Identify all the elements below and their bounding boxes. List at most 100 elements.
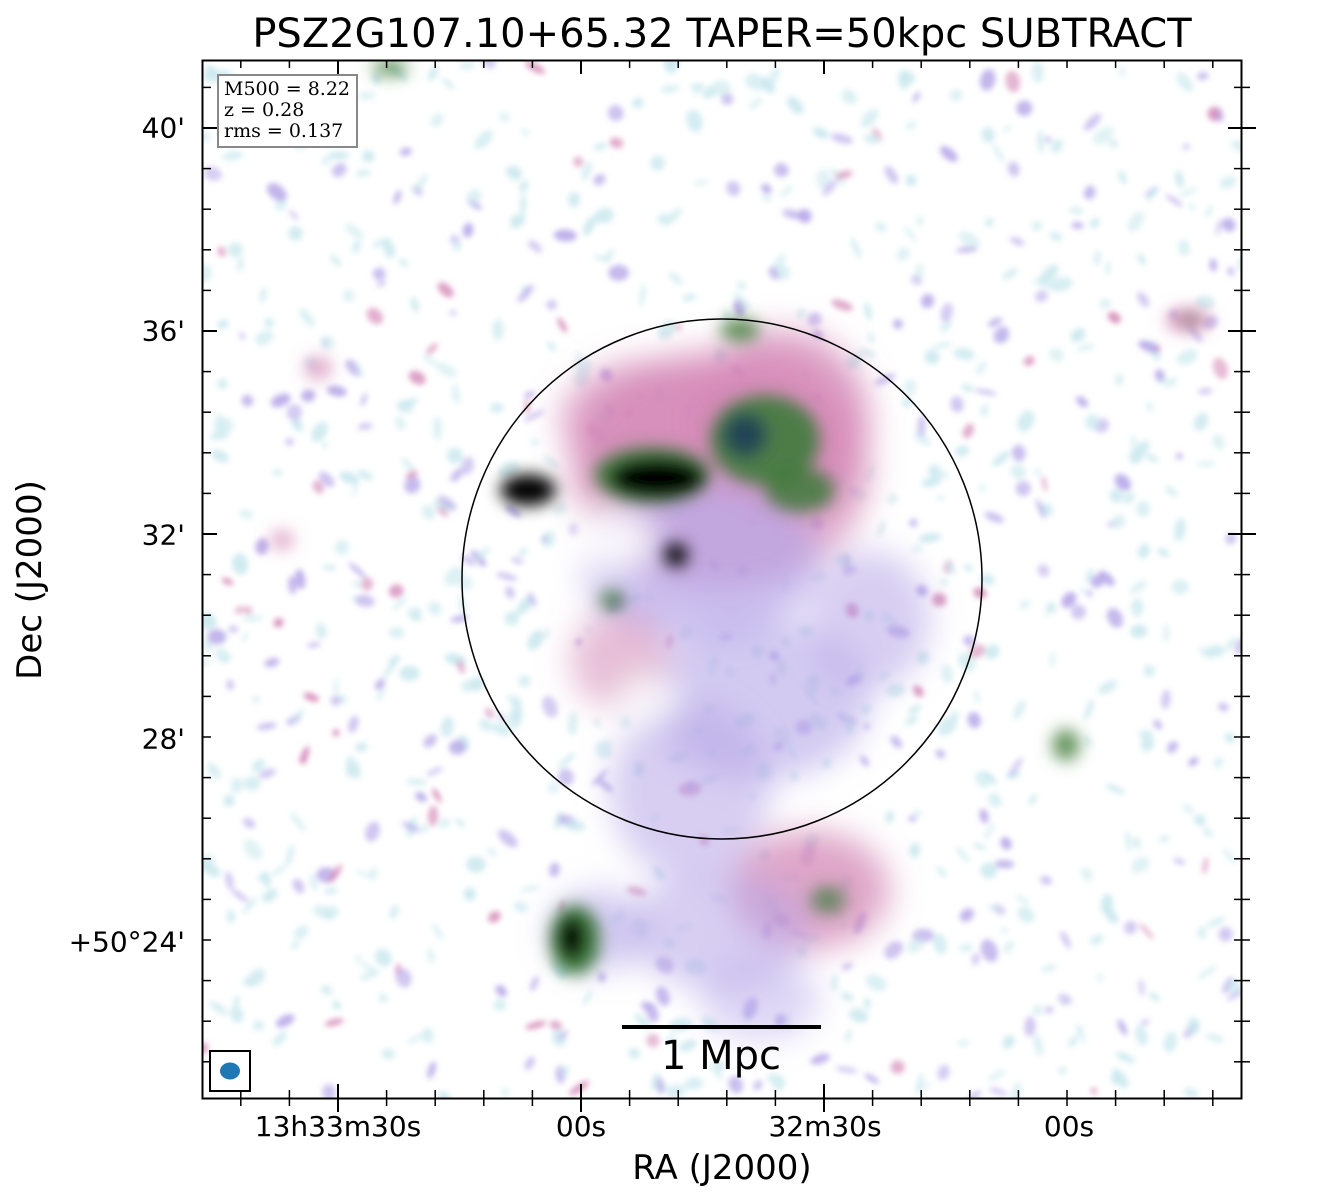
noise-speckle — [458, 61, 475, 70]
noise-speckle — [1197, 388, 1213, 395]
noise-speckle — [773, 162, 789, 178]
noise-speckle — [928, 464, 941, 477]
noise-speckle — [228, 625, 239, 633]
noise-speckle — [446, 447, 463, 464]
noise-speckle — [357, 469, 374, 481]
noise-speckle — [1145, 454, 1159, 463]
noise-speckle — [236, 257, 244, 272]
noise-speckle — [1084, 735, 1093, 748]
noise-speckle — [285, 438, 295, 446]
noise-speckle — [787, 96, 804, 115]
noise-speckle — [427, 805, 439, 827]
noise-speckle — [675, 323, 682, 331]
noise-speckle — [1130, 434, 1137, 451]
noise-speckle — [399, 147, 412, 156]
noise-speckle — [1079, 586, 1087, 594]
noise-speckle — [211, 449, 229, 463]
noise-speckle — [939, 319, 952, 333]
noise-speckle — [761, 183, 772, 194]
noise-speckle — [835, 1066, 858, 1074]
noise-speckle — [360, 577, 374, 591]
noise-speckle — [861, 108, 879, 128]
noise-speckle — [692, 179, 709, 186]
noise-speckle — [1084, 185, 1096, 200]
noise-speckle — [561, 1065, 569, 1076]
axis-ticks — [203, 60, 1256, 1112]
noise-speckle — [1045, 136, 1051, 143]
noise-speckle — [987, 904, 1002, 913]
noise-speckle — [1165, 194, 1183, 207]
noise-speckle — [874, 373, 896, 386]
bright-source — [500, 474, 556, 506]
noise-speckle — [1109, 488, 1124, 503]
noise-speckle — [440, 716, 454, 738]
noise-speckle — [1197, 926, 1207, 940]
noise-speckle — [1085, 414, 1101, 430]
noise-speckle — [549, 1020, 563, 1031]
noise-speckle — [209, 432, 230, 440]
noise-speckle — [901, 71, 916, 85]
y-axis-label: Dec (J2000) — [10, 480, 50, 680]
noise-speckle — [1044, 1006, 1054, 1014]
noise-speckle — [1058, 1067, 1066, 1075]
noise-speckle — [959, 908, 975, 922]
noise-speckle — [469, 676, 485, 692]
noise-speckle — [994, 859, 1015, 869]
noise-speckle — [450, 309, 457, 317]
noise-speckle — [448, 739, 466, 755]
noise-speckle — [1176, 349, 1198, 365]
bright-source — [270, 530, 294, 550]
noise-speckle — [657, 213, 673, 226]
noise-speckle — [1183, 1088, 1199, 1098]
noise-speckle — [372, 267, 386, 281]
noise-speckle — [331, 163, 347, 178]
noise-speckle — [956, 846, 970, 863]
noise-speckle — [979, 808, 989, 824]
noise-speckle — [398, 397, 418, 410]
noise-speckle — [1107, 311, 1121, 324]
noise-speckle — [1042, 964, 1057, 972]
noise-speckle — [203, 67, 219, 83]
noise-speckle — [1013, 700, 1026, 720]
info-box: M500 = 8.22 z = 0.28 rms = 0.137 — [217, 74, 359, 148]
noise-speckle — [835, 170, 853, 180]
noise-speckle — [264, 657, 280, 668]
noise-speckle — [909, 518, 918, 527]
noise-speckle — [1098, 570, 1115, 586]
noise-speckle — [1018, 600, 1031, 609]
noise-speckle — [1070, 328, 1086, 343]
noise-speckle — [1037, 564, 1050, 577]
noise-speckle — [507, 695, 522, 706]
noise-speckle — [932, 342, 953, 349]
noise-speckle — [517, 284, 534, 303]
noise-speckle — [974, 690, 981, 704]
noise-speckle — [487, 847, 497, 857]
noise-speckle — [436, 362, 457, 378]
noise-speckle — [438, 818, 451, 829]
noise-speckle — [230, 1006, 244, 1023]
noise-speckle — [864, 1073, 880, 1084]
noise-speckle — [957, 652, 976, 672]
noise-speckle — [207, 762, 221, 780]
noise-speckle — [1089, 934, 1104, 945]
noise-speckle — [372, 72, 381, 85]
noise-speckle — [1139, 922, 1154, 940]
noise-speckle — [931, 592, 947, 607]
noise-speckle — [423, 734, 437, 748]
noise-speckle — [1017, 410, 1035, 432]
noise-speckle — [975, 360, 987, 375]
noise-speckle — [1033, 1033, 1044, 1057]
noise-speckle — [243, 818, 256, 829]
noise-speckle — [450, 468, 464, 482]
noise-speckle — [582, 990, 593, 1005]
noise-speckle — [702, 86, 717, 99]
noise-speckle — [1124, 920, 1137, 935]
noise-speckle — [908, 704, 922, 714]
noise-speckle — [388, 627, 405, 639]
noise-speckle — [523, 391, 536, 399]
noise-speckle — [288, 575, 297, 595]
noise-speckle — [487, 911, 501, 923]
noise-speckle — [513, 901, 528, 913]
noise-speckle — [505, 586, 515, 599]
emission-cavity — [565, 510, 655, 570]
